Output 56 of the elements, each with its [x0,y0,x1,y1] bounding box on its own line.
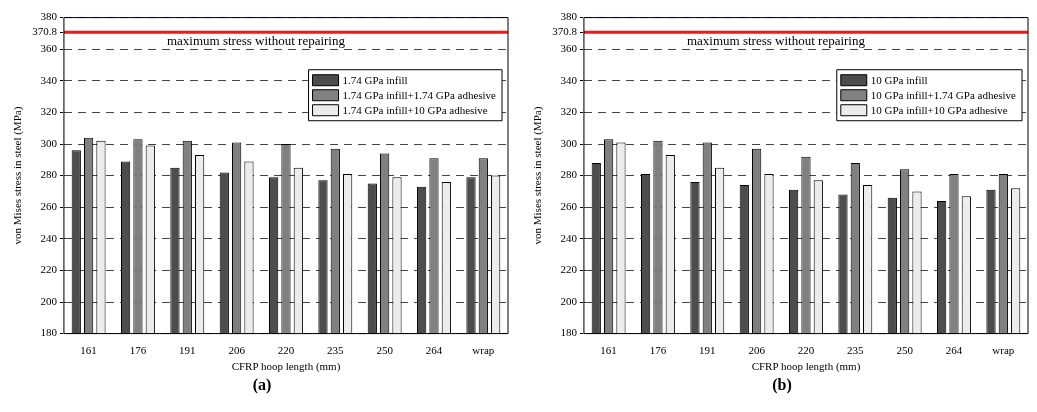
y-tick-label: 280 [40,168,58,181]
legend-label: 10 GPa infill+10 GPa adhesive [870,103,1008,116]
x-tick-label: 220 [797,344,815,357]
x-tick-label: 264 [425,344,443,357]
y-tick-label: 260 [560,200,578,213]
x-tick-label: 264 [945,344,963,357]
legend-label: 1.74 GPa infill [342,73,408,86]
text: (b) [771,376,793,394]
ref-line-label: maximum stress without repairing [166,33,346,49]
y-axis-title: von Mises stress in steel (MPa) [11,106,25,245]
x-tick-label: wrap [992,344,1015,357]
y-tick-label: 180 [560,326,578,339]
x-axis-title: CFRP hoop length (mm) [231,360,341,374]
y-tick-label: 340 [560,73,578,86]
y-tick-label: 360 [560,42,578,55]
legend-label: 10 GPa infill+1.74 GPa adhesive [870,88,1017,101]
x-tick-label: wrap [472,344,495,357]
x-tick-label: 191 [179,344,196,357]
y-tick-label: 370.8 [552,25,578,38]
x-tick-label: 235 [847,344,865,357]
y-tick-label: 280 [560,168,578,181]
x-tick-label: 161 [80,344,97,357]
y-tick-label: 200 [560,294,578,307]
x-tick-label: 206 [748,344,766,357]
x-tick-label: 250 [376,344,394,357]
x-tick-label: 235 [327,344,345,357]
y-tick-label: 340 [40,73,58,86]
x-tick-label: 206 [228,344,246,357]
x-tick-label: 250 [896,344,914,357]
ref-line-label: maximum stress without repairing [686,33,866,49]
y-tick-label: 300 [40,136,58,149]
y-tick-label: 320 [560,105,578,118]
y-tick-label: 180 [40,326,58,339]
y-tick-label: 220 [560,263,578,276]
legend-label: 1.74 GPa infill+1.74 GPa adhesive [342,88,497,101]
x-tick-label: 220 [277,344,295,357]
y-tick-label: 370.8 [32,25,58,38]
y-tick-label: 240 [560,231,578,244]
y-tick-label: 360 [40,42,58,55]
y-tick-label: 240 [40,231,58,244]
text: (a) [251,376,273,394]
y-tick-label: 220 [40,263,58,276]
legend-label: 10 GPa infill [870,73,928,86]
x-tick-label: 176 [129,344,147,357]
legend-label: 1.74 GPa infill+10 GPa adhesive [342,103,488,116]
x-tick-label: 191 [699,344,716,357]
x-tick-label: 161 [600,344,617,357]
y-tick-label: 380 [40,10,58,23]
y-tick-label: 320 [40,105,58,118]
y-tick-label: 380 [560,10,578,23]
y-axis-title: von Mises stress in steel (MPa) [531,106,545,245]
y-tick-label: 200 [40,294,58,307]
y-tick-label: 260 [40,200,58,213]
y-tick-label: 300 [560,136,578,149]
x-tick-label: 176 [649,344,667,357]
x-axis-title: CFRP hoop length (mm) [751,360,861,374]
